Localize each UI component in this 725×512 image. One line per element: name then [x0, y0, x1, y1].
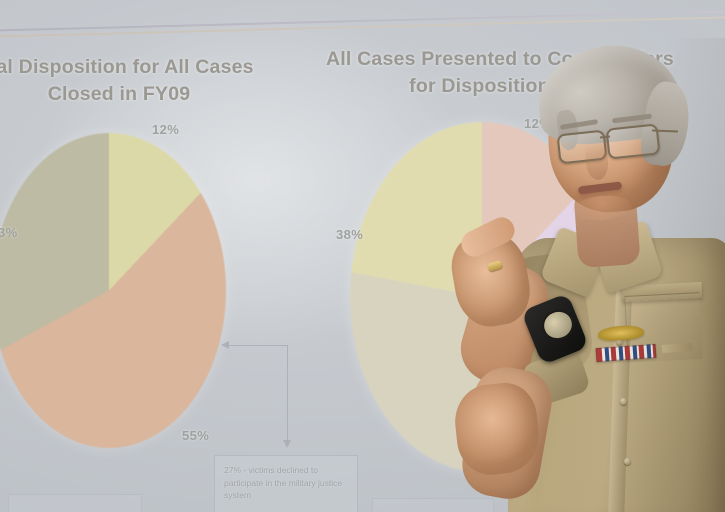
shirt-button-3 [624, 458, 631, 465]
left-legend-box [8, 494, 142, 512]
callout-leader-vertical [287, 345, 288, 443]
left-pie-label-33: 3% [0, 225, 18, 240]
right-legend-box [372, 498, 494, 512]
shirt-button-1 [616, 338, 623, 345]
presenter-figure [430, 38, 725, 512]
callout-arrow-down-icon [283, 440, 291, 448]
right-pie-label-38: 38% [336, 227, 364, 242]
shirt-button-2 [620, 398, 627, 405]
left-chart-title: nal Disposition for All Cases Closed in … [0, 56, 254, 105]
left-pie-label-12: 12% [152, 122, 180, 137]
callout-leader-horizontal [228, 345, 288, 346]
left-pie-graphic [0, 133, 226, 448]
left-pie-chart [0, 133, 226, 448]
callout-box: 27% - victims declined to participate in… [214, 455, 358, 512]
left-pie-label-55: 55% [182, 428, 210, 443]
callout-arrow-left-icon [221, 341, 229, 349]
